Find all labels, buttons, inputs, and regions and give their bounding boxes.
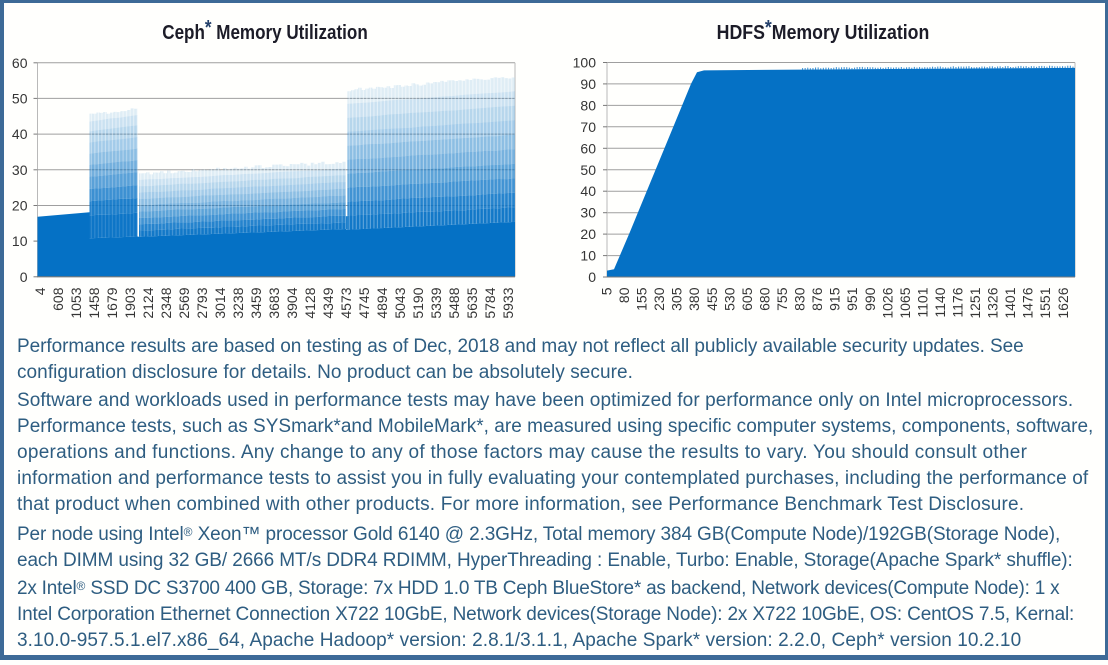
- svg-text:1176: 1176: [950, 287, 966, 317]
- svg-text:230: 230: [651, 287, 667, 311]
- svg-text:30: 30: [580, 205, 596, 221]
- svg-text:4: 4: [32, 287, 48, 295]
- svg-text:3904: 3904: [284, 287, 300, 318]
- svg-text:60: 60: [580, 140, 596, 156]
- svg-text:1065: 1065: [897, 287, 913, 318]
- svg-text:0: 0: [588, 269, 596, 285]
- svg-text:1458: 1458: [86, 287, 102, 318]
- svg-text:5: 5: [599, 287, 615, 295]
- svg-text:90: 90: [580, 76, 596, 92]
- svg-text:10: 10: [580, 248, 596, 264]
- svg-text:50: 50: [12, 90, 28, 106]
- svg-text:4894: 4894: [374, 287, 390, 318]
- svg-text:5190: 5190: [410, 287, 426, 318]
- svg-text:1679: 1679: [104, 287, 120, 318]
- svg-text:0: 0: [20, 269, 28, 285]
- svg-text:10: 10: [12, 233, 28, 249]
- svg-text:4573: 4573: [338, 287, 354, 318]
- svg-text:1401: 1401: [1002, 287, 1018, 318]
- svg-text:5784: 5784: [482, 287, 498, 318]
- svg-text:1053: 1053: [68, 287, 84, 318]
- svg-text:4349: 4349: [320, 287, 336, 318]
- svg-text:3683: 3683: [266, 287, 282, 318]
- svg-text:5933: 5933: [500, 287, 516, 318]
- svg-text:40: 40: [12, 126, 28, 142]
- svg-text:380: 380: [686, 287, 702, 311]
- svg-text:1140: 1140: [932, 287, 948, 317]
- svg-text:830: 830: [792, 287, 808, 311]
- svg-text:20: 20: [12, 198, 28, 214]
- svg-text:1101: 1101: [914, 287, 930, 317]
- svg-text:605: 605: [739, 287, 755, 311]
- svg-text:2793: 2793: [194, 287, 210, 318]
- svg-text:1251: 1251: [967, 287, 983, 318]
- svg-text:951: 951: [844, 287, 860, 311]
- svg-text:2348: 2348: [158, 287, 174, 318]
- svg-text:5635: 5635: [464, 287, 480, 318]
- svg-text:4128: 4128: [302, 287, 318, 318]
- svg-text:1626: 1626: [1055, 287, 1071, 318]
- svg-text:60: 60: [12, 55, 28, 71]
- svg-text:876: 876: [809, 287, 825, 311]
- svg-text:1903: 1903: [122, 287, 138, 318]
- svg-text:755: 755: [774, 287, 790, 311]
- svg-text:4745: 4745: [356, 287, 372, 318]
- svg-text:80: 80: [580, 97, 596, 113]
- svg-text:305: 305: [669, 287, 685, 311]
- svg-text:455: 455: [704, 287, 720, 311]
- svg-text:530: 530: [721, 287, 737, 311]
- svg-text:915: 915: [827, 287, 843, 311]
- svg-text:70: 70: [580, 119, 596, 135]
- svg-text:3238: 3238: [230, 287, 246, 318]
- svg-text:1326: 1326: [985, 287, 1001, 318]
- svg-text:3014: 3014: [212, 287, 228, 318]
- svg-text:80: 80: [616, 287, 632, 303]
- svg-text:5488: 5488: [446, 287, 462, 318]
- svg-text:5043: 5043: [392, 287, 408, 318]
- svg-text:5339: 5339: [428, 287, 444, 318]
- svg-text:20: 20: [580, 226, 596, 242]
- svg-text:100: 100: [573, 55, 597, 71]
- svg-text:1476: 1476: [1020, 287, 1036, 318]
- svg-text:40: 40: [580, 183, 596, 199]
- svg-text:2569: 2569: [176, 287, 192, 318]
- svg-text:990: 990: [862, 287, 878, 311]
- svg-text:680: 680: [757, 287, 773, 311]
- svg-text:155: 155: [634, 287, 650, 311]
- svg-text:3459: 3459: [248, 287, 264, 318]
- svg-text:50: 50: [580, 162, 596, 178]
- svg-text:30: 30: [12, 162, 28, 178]
- svg-text:608: 608: [50, 287, 66, 311]
- svg-text:2124: 2124: [140, 287, 156, 318]
- svg-text:1551: 1551: [1037, 287, 1053, 318]
- svg-text:1026: 1026: [879, 287, 895, 318]
